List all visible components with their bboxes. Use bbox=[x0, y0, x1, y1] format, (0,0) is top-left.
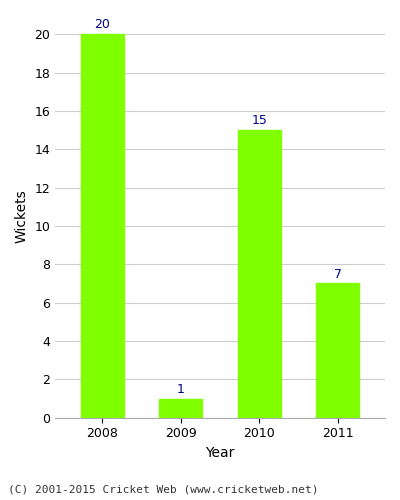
Text: (C) 2001-2015 Cricket Web (www.cricketweb.net): (C) 2001-2015 Cricket Web (www.cricketwe… bbox=[8, 485, 318, 495]
X-axis label: Year: Year bbox=[206, 446, 235, 460]
Bar bbox=[238, 130, 281, 418]
Text: 20: 20 bbox=[94, 18, 110, 32]
Text: 1: 1 bbox=[177, 382, 185, 396]
Y-axis label: Wickets: Wickets bbox=[15, 190, 29, 243]
Text: 7: 7 bbox=[334, 268, 342, 280]
Bar bbox=[81, 34, 124, 417]
Bar bbox=[159, 398, 202, 417]
Bar bbox=[316, 284, 360, 418]
Text: 15: 15 bbox=[252, 114, 267, 127]
